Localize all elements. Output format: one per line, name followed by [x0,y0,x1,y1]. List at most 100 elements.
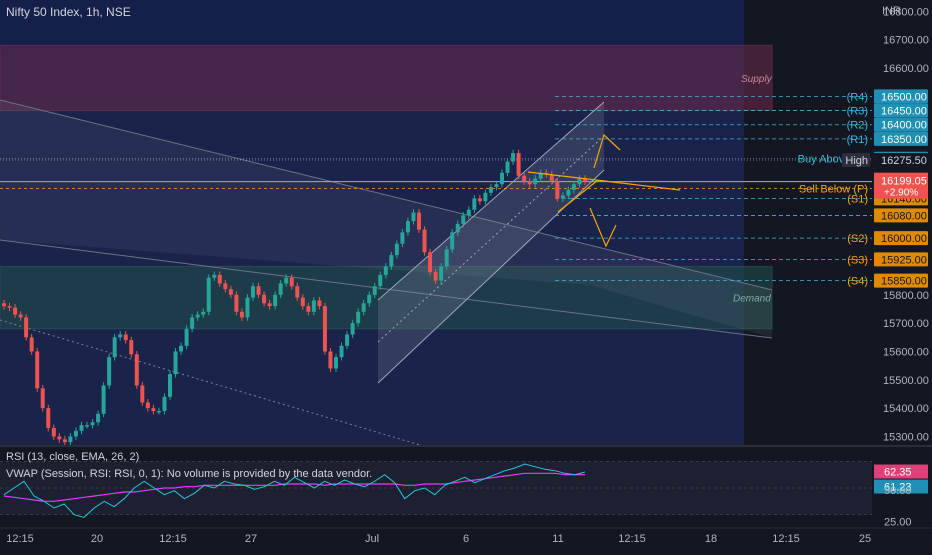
price-axis-label: 16800.00 [883,6,929,18]
candle-body [477,198,482,202]
level-tag: (R1) [847,134,868,146]
price-axis-label: 15800.00 [883,290,929,302]
candle-body [278,283,283,295]
candle-body [549,174,554,182]
candle-body [345,334,350,346]
level-value-box [874,252,928,267]
level-value-label: 16000.00 [881,233,927,245]
time-axis-label: 12:15 [772,533,800,545]
candle-body [405,221,410,233]
candle-body [555,181,560,199]
time-axis-label: 20 [91,533,103,545]
descending-channel [0,100,772,338]
candle-body [145,402,150,409]
rising-channel-top [377,101,605,301]
candle-body [411,212,416,222]
candle-body [96,413,101,423]
wedge-top-line [527,171,681,191]
channel-lower-line [0,239,773,339]
candle-body [62,439,67,443]
rsi-line [3,463,586,518]
candle-body [184,328,189,346]
level-tag: (R2) [847,120,868,132]
candle-body [511,153,516,162]
level-value-label: 15925.00 [881,254,927,266]
candle-body [400,232,405,244]
currency-label: INR [882,5,901,17]
candle-body [245,297,250,318]
breakdown-down-arrow [589,207,617,248]
candle-body [455,223,460,233]
time-axis-label: Jul [365,533,379,545]
last-price-box [874,172,928,199]
time-axis-label: 12:15 [159,533,187,545]
level-value-box [874,208,928,223]
candle-body [223,283,228,290]
candle-body [300,297,305,307]
level-tag: (S4) [847,276,868,288]
candle-body [328,351,333,369]
candle-body [101,385,106,414]
price-axis-label: 15300.00 [883,431,929,443]
rsi-value-1: 62.35 [884,467,912,479]
level-tag: Sell Below (P) [799,183,868,195]
candle-body [560,195,565,199]
candle-body [289,277,294,287]
candle-body [466,209,471,216]
last-price-change: +2.90% [884,188,918,199]
price-axis-label: 15400.00 [883,403,929,415]
candle-body [284,277,289,284]
level-value-label: 16080.00 [881,210,927,222]
candle-body [311,300,316,312]
candle-body [306,306,311,312]
level-tag: (S1) [847,193,868,205]
candle-body [444,249,449,267]
level-tag: (S3) [847,254,868,266]
candle-body [317,300,322,307]
high-tag-box [842,153,870,168]
candle-body [239,311,244,318]
candle-body [251,286,255,298]
level-value-label: 16275.50 [881,155,927,167]
candle-body [361,303,366,312]
candle-body [57,436,62,440]
time-axis-label: 27 [245,533,257,545]
candle-body [201,311,206,315]
candle-body [85,425,89,427]
level-value-label: 16450.00 [881,106,927,118]
candle-body [461,215,466,224]
candle-body [29,337,34,352]
level-tag: (R4) [847,91,868,103]
candle-body [46,408,51,428]
candle-body [439,266,444,281]
candle-body [107,357,112,386]
candle-body [577,178,582,185]
price-axis-label: 15500.00 [883,375,929,387]
level-value-box [874,131,928,146]
level-value-label: 15850.00 [881,276,927,288]
candle-body [339,345,344,358]
candle-body [516,153,521,176]
candle-body [7,306,12,308]
level-value-label: 16350.00 [881,134,927,146]
chart-title: Nifty 50 Index, 1h, NSE [6,5,131,19]
candle-body [538,172,543,179]
candle-body [35,351,40,389]
candle-body [322,306,327,352]
candle-body [51,427,56,437]
candle-body [112,337,117,358]
rising-channel-mid [377,135,605,343]
candle-body [228,289,233,295]
price-axis-background [872,0,932,445]
candle-body [68,436,73,443]
candle-body [262,294,267,304]
candle-body [256,286,261,295]
time-axis-label: 12:15 [6,533,34,545]
candle-body [24,317,29,338]
candle-body [118,334,123,338]
candle-body [179,345,184,352]
candle-body [73,430,78,437]
time-axis-label: 12:15 [618,533,646,545]
